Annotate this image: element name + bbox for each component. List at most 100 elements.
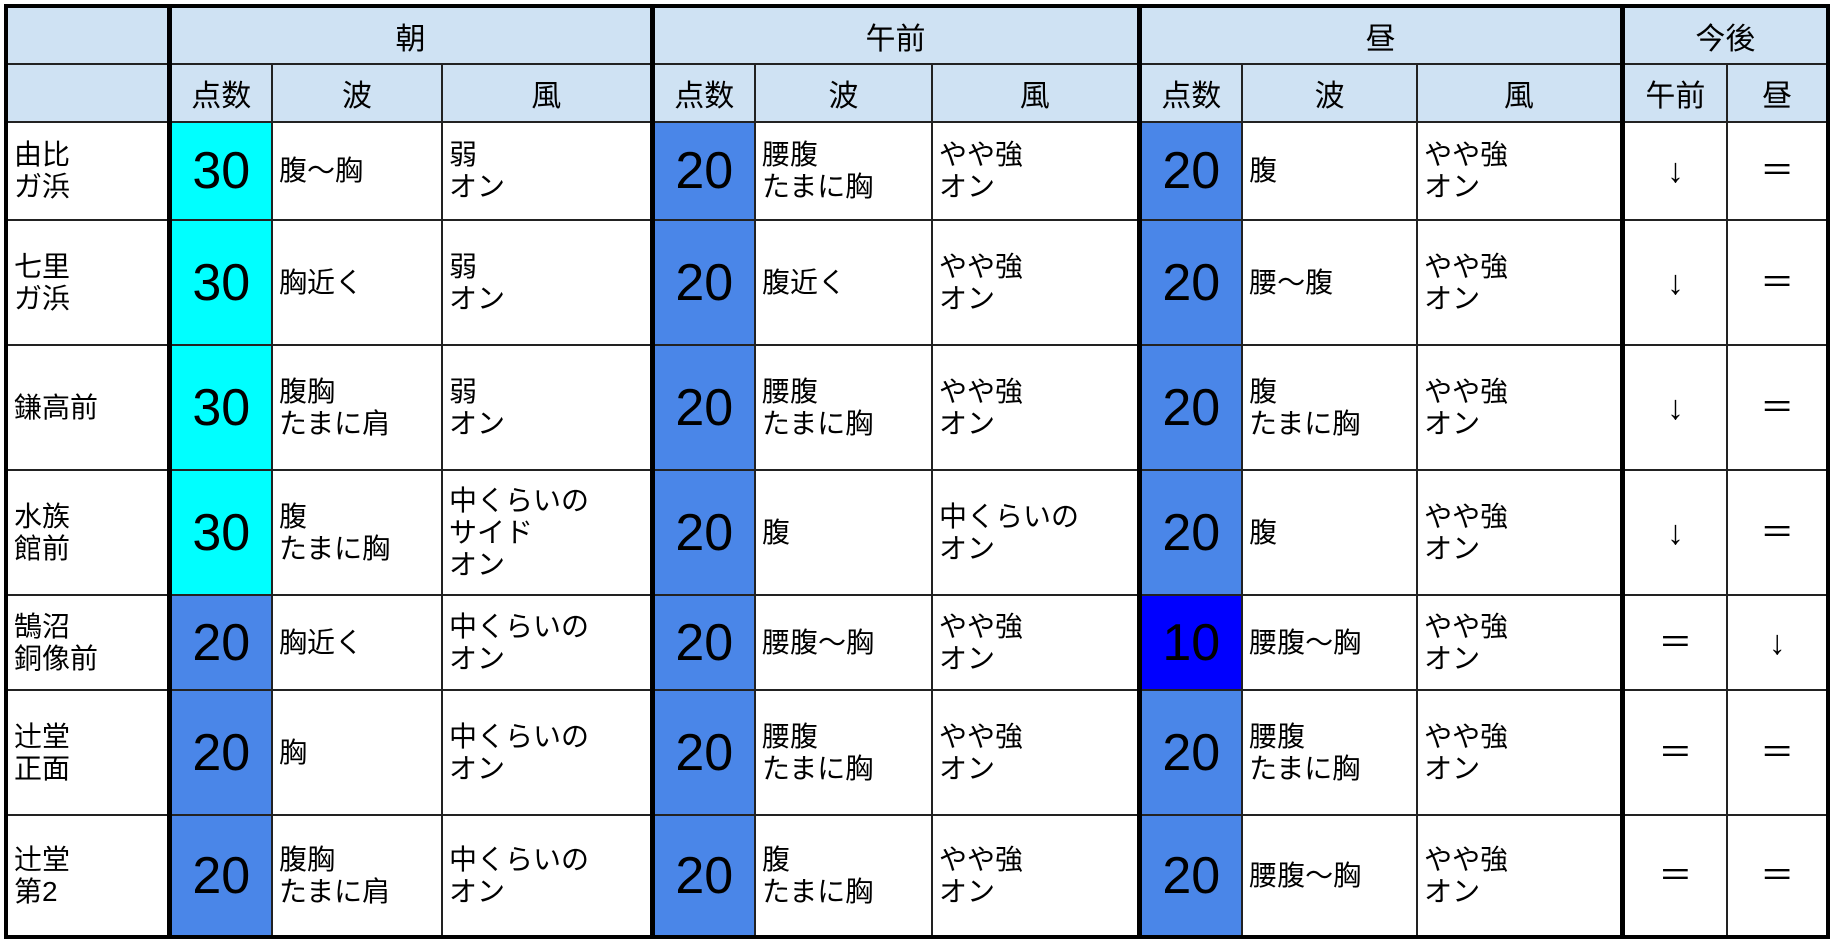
header-morning: 朝 [166,5,654,65]
wave-cell: 腰腹 たまに胸 [754,121,934,221]
spot-name: 辻堂 第2 [5,814,170,938]
score-cell: 20 [1136,219,1244,346]
score-cell: 30 [166,344,273,471]
wind-cell: やや強 オン [1416,219,1624,346]
wind-cell: やや強 オン [931,219,1141,346]
trend-forenoon: ＝ [1619,689,1729,816]
wave-cell: 腰腹〜胸 [1241,594,1419,691]
wave-cell: 腹 [1241,469,1419,596]
wind-cell: やや強 オン [1416,344,1624,471]
score-cell: 20 [1136,689,1244,816]
table-row: 鎌高前 30 腹胸 たまに肩弱 オン 20 腰腹 たまに胸 やや強 オン 20 腹 たまに胸や… [5,344,1830,471]
header-score: 点数 [1136,63,1244,123]
header-wind: 風 [440,63,654,123]
wind-cell: やや強 オン [1416,594,1624,691]
score-cell: 20 [649,469,757,596]
score-cell: 20 [166,689,273,816]
wave-cell: 腹胸 たまに肩 [271,814,443,938]
header-forenoon: 午前 [649,5,1141,65]
trend-noon: ＝ [1726,814,1830,938]
score-cell: 20 [166,594,273,691]
wind-cell: 中くらいの オン [931,469,1141,596]
wave-cell: 腰腹 たまに胸 [754,689,934,816]
trend-forenoon: ＝ [1619,814,1729,938]
header-wave: 波 [271,63,443,123]
trend-forenoon: ↓ [1619,469,1729,596]
score-cell: 20 [649,121,757,221]
wave-cell: 腰腹〜胸 [754,594,934,691]
header-future-noon: 昼 [1726,63,1830,123]
score-cell: 20 [1136,121,1244,221]
trend-forenoon: ↓ [1619,121,1729,221]
header-corner-sub [5,63,170,123]
spot-name: 由比 ガ浜 [5,121,170,221]
header-row-sub: 点数波風点数波風点数波風午前昼 [5,63,1830,123]
wave-cell: 腰腹〜胸 [1241,814,1419,938]
score-cell: 20 [649,814,757,938]
wave-cell: 胸 [271,689,443,816]
header-wave: 波 [1241,63,1419,123]
wind-cell: やや強 オン [931,121,1141,221]
trend-noon: ＝ [1726,219,1830,346]
score-cell: 20 [166,814,273,938]
wave-cell: 腰〜腹 [1241,219,1419,346]
wind-cell: 中くらいの サイド オン [440,469,654,596]
wave-cell: 腰腹 たまに胸 [1241,689,1419,816]
wind-cell: 中くらいの オン [440,689,654,816]
score-cell: 20 [649,594,757,691]
header-corner [5,5,170,65]
surf-report-table: 朝 午前 昼 今後 点数波風点数波風点数波風午前昼 由比 ガ浜 30 腹〜胸弱 オン… [4,4,1830,939]
score-cell: 20 [1136,814,1244,938]
spot-name: 辻堂 正面 [5,689,170,816]
wind-cell: やや強 オン [1416,469,1624,596]
table-row: 鵠沼 銅像前 20 胸近く 中くらいの オン 20 腰腹〜胸 やや強 オン 10 腰腹〜胸 やや強… [5,594,1830,691]
header-wind: 風 [1416,63,1624,123]
wind-cell: やや強 オン [1416,814,1624,938]
trend-noon: ＝ [1726,469,1830,596]
header-wave: 波 [754,63,934,123]
trend-forenoon: ＝ [1619,594,1729,691]
header-noon: 昼 [1136,5,1624,65]
spot-name: 鎌高前 [5,344,170,471]
score-cell: 20 [1136,469,1244,596]
wave-cell: 腹 たまに胸 [271,469,443,596]
header-score: 点数 [166,63,273,123]
trend-forenoon: ↓ [1619,219,1729,346]
wave-cell: 胸近く [271,219,443,346]
score-cell: 20 [1136,344,1244,471]
score-cell: 20 [649,219,757,346]
spot-name: 水族 館前 [5,469,170,596]
wind-cell: 弱 オン [440,121,654,221]
table-body: 由比 ガ浜 30 腹〜胸弱 オン 20 腰腹 たまに胸 やや強 オン 20 腹やや強 オン ↓ ＝… [5,121,1830,938]
wind-cell: 弱 オン [440,219,654,346]
table-row: 辻堂 第2 20 腹胸 たまに肩 中くらいの オン 20 腹 たまに胸 やや強 オン 20 腰腹… [5,814,1830,938]
score-cell: 30 [166,469,273,596]
score-cell: 30 [166,219,273,346]
trend-noon: ＝ [1726,344,1830,471]
table-row: 七里 ガ浜 30 胸近く弱 オン 20 腹近く やや強 オン 20 腰〜腹 やや強 オン ↓ ＝ [5,219,1830,346]
header-score: 点数 [649,63,757,123]
table-row: 辻堂 正面 20 胸中くらいの オン 20 腰腹 たまに胸 やや強 オン 20 腰腹 たまに胸… [5,689,1830,816]
wave-cell: 腰腹 たまに胸 [754,344,934,471]
wind-cell: やや強 オン [931,594,1141,691]
wave-cell: 腹 たまに胸 [754,814,934,938]
table-row: 由比 ガ浜 30 腹〜胸弱 オン 20 腰腹 たまに胸 やや強 オン 20 腹やや強 オン ↓ ＝ [5,121,1830,221]
header-wind: 風 [931,63,1141,123]
wind-cell: 中くらいの オン [440,814,654,938]
header-future-forenoon: 午前 [1619,63,1729,123]
score-cell: 20 [649,689,757,816]
wind-cell: やや強 オン [931,344,1141,471]
trend-forenoon: ↓ [1619,344,1729,471]
score-cell: 20 [649,344,757,471]
wave-cell: 腹近く [754,219,934,346]
wind-cell: やや強 オン [931,689,1141,816]
wind-cell: やや強 オン [931,814,1141,938]
wind-cell: やや強 オン [1416,689,1624,816]
wind-cell: やや強 オン [1416,121,1624,221]
header-row-groups: 朝 午前 昼 今後 [5,5,1830,65]
wave-cell: 腹〜胸 [271,121,443,221]
table-row: 水族 館前 30 腹 たまに胸 中くらいの サイド オン 20 腹中くらいの オン 20 腹や… [5,469,1830,596]
wind-cell: 中くらいの オン [440,594,654,691]
score-cell: 10 [1136,594,1244,691]
wave-cell: 胸近く [271,594,443,691]
